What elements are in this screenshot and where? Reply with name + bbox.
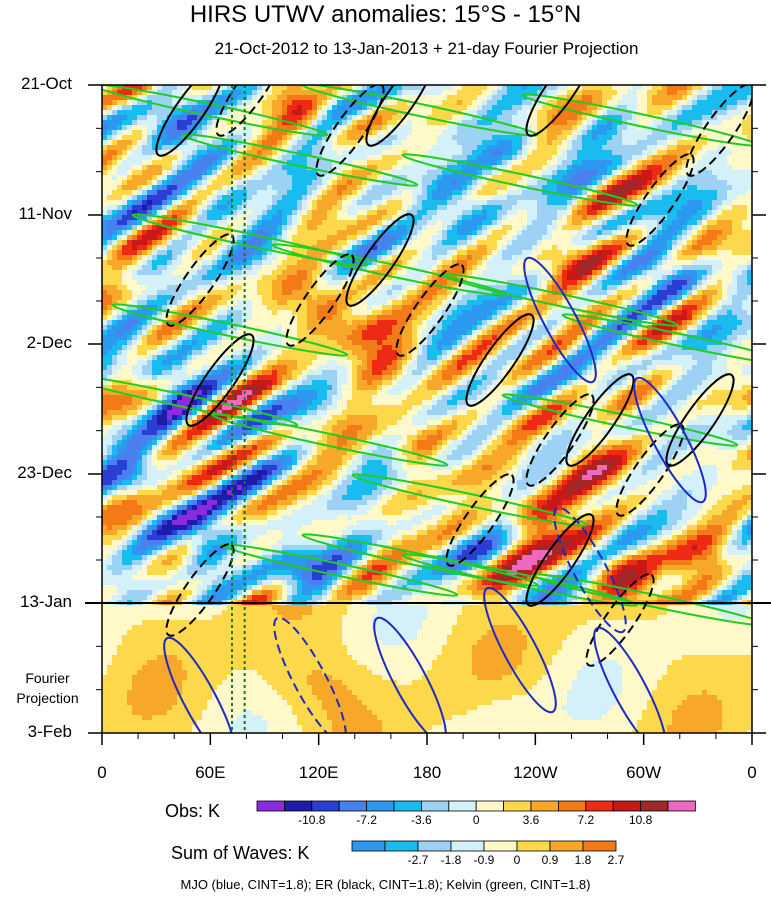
obs-colorbar-tick: -7.2 [347, 813, 387, 827]
x-tick-label: 120E [289, 763, 349, 783]
waves-colorbar-box [517, 841, 550, 851]
obs-colorbar-tick: -3.6 [401, 813, 441, 827]
obs-colorbar-box [531, 801, 558, 811]
obs-colorbar-box [476, 801, 503, 811]
obs-colorbar-tick: 3.6 [511, 813, 551, 827]
obs-colorbar-box [284, 801, 311, 811]
obs-colorbar [257, 801, 695, 811]
x-tick-label: 60E [180, 763, 240, 783]
waves-colorbar-tick: 2.7 [596, 853, 636, 867]
waves-colorbar-box [352, 841, 385, 851]
obs-colorbar-tick: 10.8 [621, 813, 661, 827]
obs-colorbar-box [394, 801, 421, 811]
obs-colorbar-box [339, 801, 366, 811]
obs-colorbar-tick: 0 [456, 813, 496, 827]
x-tick-label: 180 [397, 763, 457, 783]
obs-colorbar-box [668, 801, 695, 811]
obs-colorbar-box [613, 801, 640, 811]
waves-colorbar-label: Sum of Waves: K [171, 843, 309, 864]
obs-colorbar-box [449, 801, 476, 811]
x-tick-label: 60W [614, 763, 674, 783]
obs-colorbar-label: Obs: K [165, 801, 220, 822]
waves-colorbar-box [451, 841, 484, 851]
obs-colorbar-tick: 7.2 [566, 813, 606, 827]
obs-colorbar-box [367, 801, 394, 811]
y-tick-label: 13-Jan [0, 592, 72, 612]
y-tick-label: 11-Nov [0, 204, 72, 224]
waves-colorbar [352, 841, 616, 851]
y-tick-label: 21-Oct [0, 74, 72, 94]
x-tick-label: 0 [722, 763, 771, 783]
obs-colorbar-box [504, 801, 531, 811]
waves-colorbar-box [583, 841, 616, 851]
x-tick-label: 120W [505, 763, 565, 783]
y-tick-label: 23-Dec [0, 463, 72, 483]
waves-colorbar-box [550, 841, 583, 851]
y-tick-label: 2-Dec [0, 333, 72, 353]
obs-colorbar-box [586, 801, 613, 811]
obs-colorbar-box [421, 801, 448, 811]
waves-colorbar-box [418, 841, 451, 851]
obs-colorbar-box [257, 801, 284, 811]
waves-colorbar-box [385, 841, 418, 851]
y-tick-label: 3-Feb [0, 722, 72, 742]
obs-colorbar-box [558, 801, 585, 811]
fourier-projection-label: Fourier Projection [0, 668, 95, 708]
obs-colorbar-box [641, 801, 668, 811]
x-tick-label: 0 [72, 763, 132, 783]
waves-colorbar-box [484, 841, 517, 851]
obs-colorbar-tick: -10.8 [292, 813, 332, 827]
obs-colorbar-box [312, 801, 339, 811]
contour-legend: MJO (blue, CINT=1.8); ER (black, CINT=1.… [0, 877, 771, 892]
